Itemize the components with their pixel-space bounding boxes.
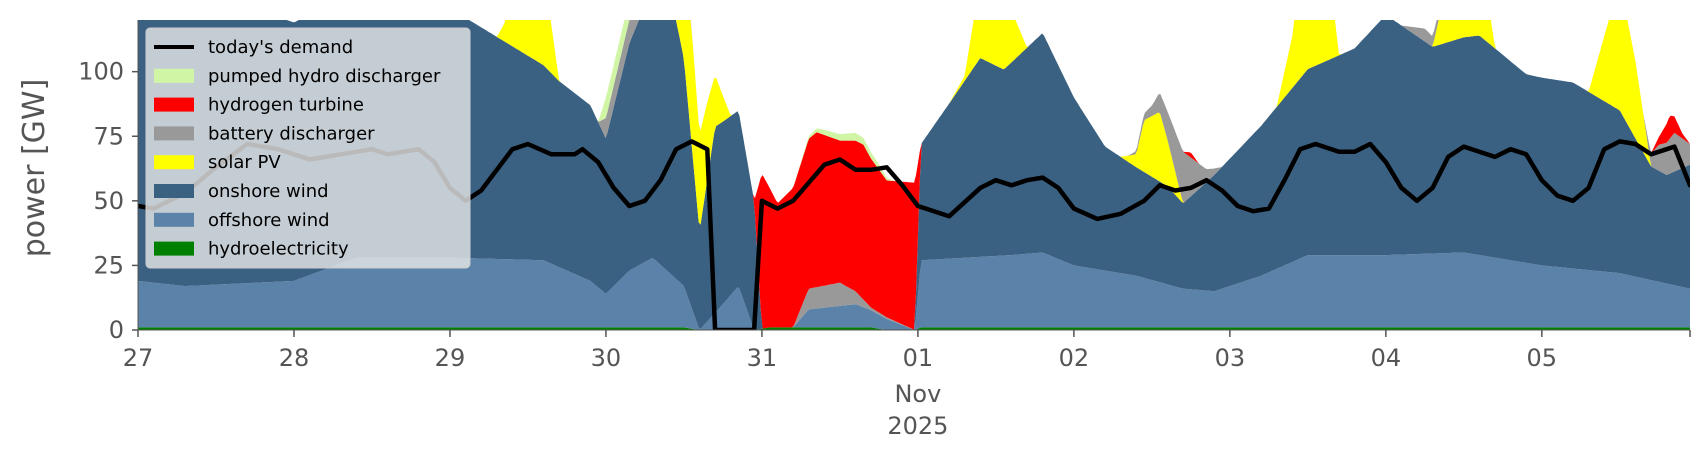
x-tick-label: 31: [747, 344, 778, 372]
legend-label: onshore wind: [208, 181, 329, 202]
x-tick-label: 29: [435, 344, 466, 372]
legend-swatch: [154, 184, 194, 198]
stacked-areas: [138, 20, 1690, 330]
legend-entry: battery discharger: [154, 123, 375, 144]
legend-entry: today's demand: [154, 37, 353, 58]
line-todays-demand: [138, 139, 1690, 330]
area-onshore-wind: [138, 20, 1690, 330]
legend-box: [145, 27, 471, 269]
demand-line-layer: [138, 139, 1690, 330]
legend-swatch: [154, 155, 194, 170]
y-tick-label: 75: [93, 122, 124, 150]
y-tick-label: 50: [93, 187, 124, 215]
legend-label: solar PV: [208, 152, 281, 173]
axes: 0 25 50 75 100 27 28 29 30 31 01 02 03 04 05: [78, 20, 1691, 372]
legend-entry: offshore wind: [154, 210, 330, 231]
legend-entry: pumped hydro discharger: [154, 66, 441, 87]
x-tick-label: 04: [1371, 344, 1402, 372]
y-axis-label: power [GW]: [17, 79, 52, 258]
legend-label: hydroelectricity: [208, 239, 349, 260]
legend-entry: solar PV: [154, 152, 281, 173]
legend-label: hydrogen turbine: [208, 95, 364, 116]
y-tick-label: 25: [93, 251, 124, 279]
x-tick-label: 02: [1059, 344, 1090, 372]
legend-entry: hydroelectricity: [154, 239, 349, 260]
x-tick-label: 05: [1527, 344, 1558, 372]
legend-label: pumped hydro discharger: [208, 66, 441, 87]
legend: today's demand pumped hydro discharger hyd…: [145, 27, 471, 269]
legend-swatch: [154, 212, 194, 227]
legend-entry: hydrogen turbine: [154, 95, 364, 116]
x-tick-label: 01: [903, 344, 934, 372]
x-sublabel-year: 2025: [887, 412, 948, 440]
area-hydroelectricity: [138, 327, 1690, 330]
legend-swatch: [154, 241, 194, 256]
legend-entry: onshore wind: [154, 181, 329, 202]
legend-label: offshore wind: [208, 210, 330, 231]
x-sublabel-month: Nov: [894, 380, 941, 408]
legend-swatch: [154, 68, 194, 83]
legend-swatch: [154, 126, 194, 141]
x-tick-label: 27: [123, 344, 154, 372]
y-tick-label: 0: [109, 316, 124, 344]
legend-label: today's demand: [208, 37, 353, 58]
legend-swatch: [154, 97, 194, 112]
area-offshore-wind: [138, 252, 1690, 330]
x-tick-label: 28: [279, 344, 310, 372]
x-tick-label: 03: [1215, 344, 1246, 372]
y-tick-label: 100: [78, 58, 124, 86]
legend-label: battery discharger: [208, 123, 375, 144]
x-tick-label: 30: [591, 344, 622, 372]
